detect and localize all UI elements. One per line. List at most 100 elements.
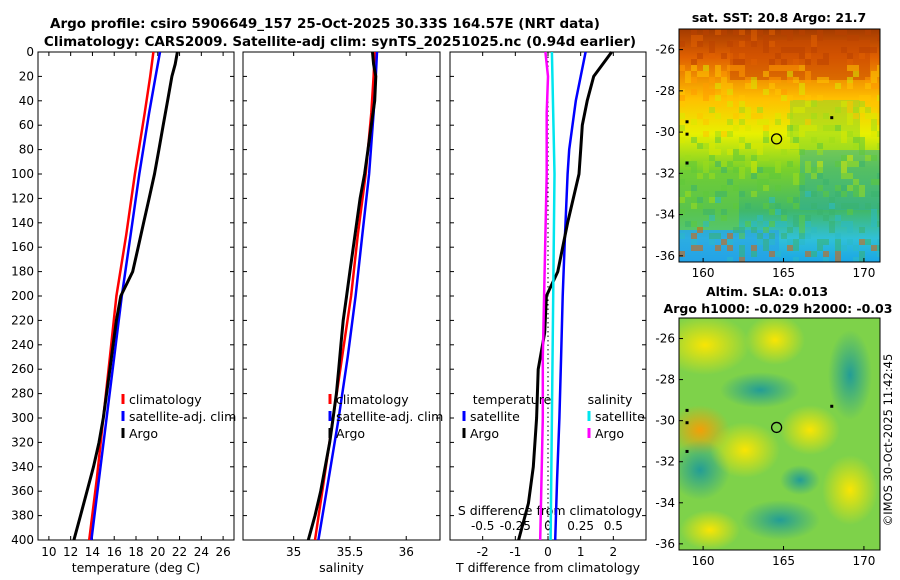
y-tick-label: 20 [19, 69, 34, 83]
profile-plots: 0204060801001201401601802002202402602803… [11, 45, 647, 575]
x-tick-label: 2 [610, 545, 618, 559]
y-tick-label: 320 [11, 435, 34, 449]
y-tick-label: -26 [655, 332, 675, 346]
x-tick-label: 22 [172, 545, 187, 559]
y-tick-label: 380 [11, 509, 34, 523]
s-tick-label: 0 [544, 519, 552, 533]
legend-label: Argo [595, 426, 624, 441]
y-tick-label: -28 [655, 373, 675, 387]
y-tick-label: 180 [11, 265, 34, 279]
series-line-t-satellite [553, 51, 587, 541]
x-tick-label: 160 [692, 266, 715, 280]
y-tick-label: 200 [11, 289, 34, 303]
series-line-s-satellite [549, 51, 556, 541]
sst-map-frame [678, 28, 881, 263]
y-tick-label: 80 [19, 143, 34, 157]
x-tick-label: 14 [85, 545, 100, 559]
station-dot [685, 120, 689, 124]
x-axis-label: temperature (deg C) [72, 560, 201, 575]
s-tick-label: 0.5 [604, 519, 623, 533]
copyright-label: ©IMOS 30-Oct-2025 11:42:45 [881, 354, 895, 527]
x-tick-label: 12 [63, 545, 78, 559]
y-tick-label: -30 [655, 125, 675, 139]
y-tick-label: 140 [11, 216, 34, 230]
y-tick-label: 400 [11, 533, 34, 547]
y-tick-label: 240 [11, 338, 34, 352]
legend-label: climatology [129, 392, 202, 407]
plot-frame [37, 51, 235, 541]
station-dot [685, 132, 689, 136]
argo-location-marker [770, 421, 783, 434]
y-tick-label: 100 [11, 167, 34, 181]
sla-map-title: Altim. SLA: 0.013 [706, 284, 828, 299]
y-tick-label: -32 [655, 455, 675, 469]
y-tick-label: 160 [11, 240, 34, 254]
x-tick-label: -2 [477, 545, 489, 559]
y-tick-label: -32 [655, 166, 675, 180]
legend-label: satellite [595, 409, 645, 424]
y-tick-label: 60 [19, 118, 34, 132]
station-dot [685, 421, 689, 425]
x-tick-label: 36 [399, 545, 414, 559]
x-tick-label: 1 [577, 545, 585, 559]
y-tick-label: 260 [11, 362, 34, 376]
x-tick-label: 24 [194, 545, 209, 559]
x-tick-label: 170 [852, 266, 875, 280]
series-line-climatology [87, 51, 155, 541]
legend-label: satellite [470, 409, 520, 424]
plot-salinity: 35 35.5 36 salinity climatology satellite-adj… [242, 51, 443, 575]
plot-difference: -2 -1 0 1 2T difference from climatology -0.5… [449, 51, 647, 575]
x-tick-label: 35.5 [337, 545, 364, 559]
legend-label: satellite-adj. clim [336, 409, 443, 424]
x-tick-label: 10 [41, 545, 56, 559]
y-tick-label: -36 [655, 537, 675, 551]
s-tick-label: 0.25 [567, 519, 594, 533]
x-tick-label: 35 [286, 545, 301, 559]
y-tick-label: 220 [11, 313, 34, 327]
y-tick-label: -34 [655, 208, 675, 222]
y-tick-label: 360 [11, 484, 34, 498]
y-tick-label: 280 [11, 387, 34, 401]
series-line-satellite-adj-clim [90, 51, 162, 541]
sla-map: Altim. SLA: 0.013 Argo h1000: -0.029 h20… [655, 284, 892, 568]
x-tick-label: 20 [150, 545, 165, 559]
legend-label: Argo [470, 426, 499, 441]
sla-map-frame [678, 317, 881, 551]
station-dot [830, 404, 834, 408]
plot-frame [242, 51, 441, 541]
station-dot [685, 449, 689, 453]
y-tick-label: 120 [11, 191, 34, 205]
y-tick-label: 40 [19, 94, 34, 108]
s-tick-label: -0.5 [471, 519, 494, 533]
y-tick-label: -34 [655, 496, 675, 510]
sla-map-subtitle: Argo h1000: -0.029 h2000: -0.03 [664, 301, 893, 316]
figure-title-line1: Argo profile: csiro 5906649_157 25-Oct-2… [50, 16, 600, 32]
x-axis-label: salinity [319, 560, 364, 575]
figure-title-line2: Climatology: CARS2009. Satellite-adj cli… [44, 34, 636, 50]
series-line-s-argo [538, 51, 550, 541]
y-tick-label: -30 [655, 414, 675, 428]
series-line-argo [306, 51, 378, 541]
series-line-t-argo [517, 51, 613, 541]
y-tick-label: 0 [26, 45, 34, 59]
y-tick-label: -36 [655, 249, 675, 263]
legend-title: temperature [473, 392, 552, 407]
plot-temperature: 0 20 40 60 80 100 120 140 160 180 200 220 240 260 280 3… [11, 45, 236, 575]
legend-label: Argo [129, 426, 158, 441]
s-tick-label: -0.25 [500, 519, 531, 533]
x-tick-label: 26 [215, 545, 230, 559]
legend-label: climatology [336, 392, 409, 407]
sst-map-title: sat. SST: 20.8 Argo: 21.7 [692, 10, 866, 25]
y-tick-label: 300 [11, 411, 34, 425]
legend-title: salinity [588, 392, 633, 407]
station-dot [685, 408, 689, 412]
series-line-argo [72, 51, 179, 541]
x-tick-label: 16 [107, 545, 122, 559]
x-tick-label: 0 [544, 545, 552, 559]
station-dot [830, 116, 834, 120]
y-tick-label: 340 [11, 460, 34, 474]
station-dot [685, 161, 689, 165]
x-tick-label: 165 [772, 266, 795, 280]
x-tick-label: -1 [509, 545, 521, 559]
